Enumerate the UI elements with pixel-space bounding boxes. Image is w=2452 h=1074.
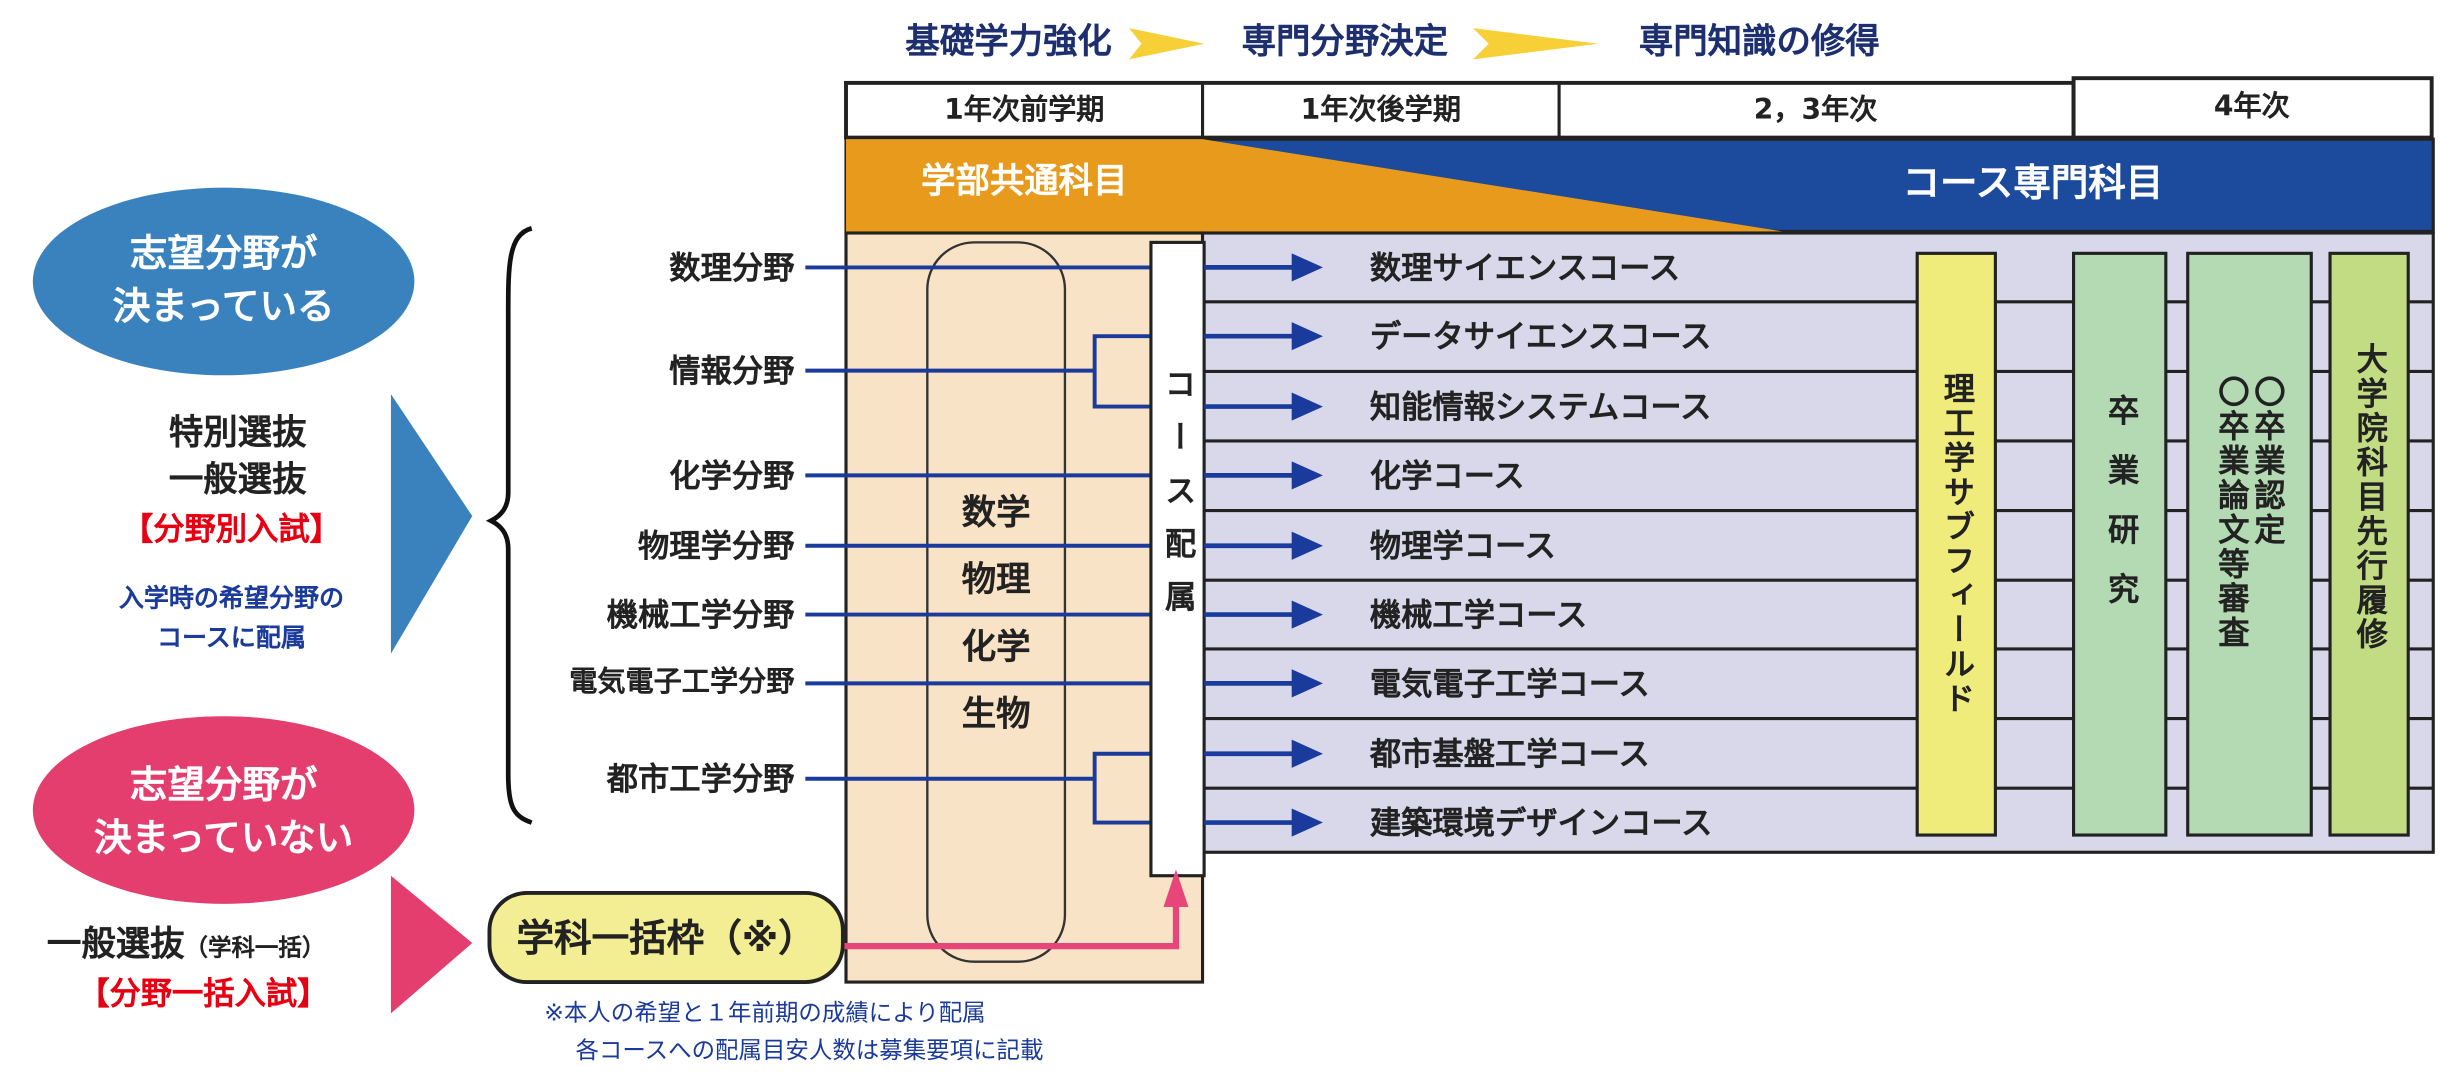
decided-ellipse	[32, 187, 415, 376]
course-label: 機械工学コース	[1369, 595, 1588, 634]
field-lines	[805, 265, 1151, 825]
undecided-triangle	[390, 875, 473, 1014]
general-bulk-label: 一般選抜	[46, 925, 185, 965]
common-area	[844, 231, 1205, 984]
arrow-head	[1291, 461, 1323, 490]
field-label: 化学分野	[669, 456, 795, 495]
banner-common	[846, 139, 1783, 232]
banner-specialized-label: コース専門科目	[1902, 161, 2164, 205]
field-label: 機械工学分野	[606, 595, 795, 634]
general-bulk-exam: 一般選抜（学科一括）	[46, 925, 326, 965]
bulk-arrow-head	[1163, 869, 1189, 907]
course-arrows	[1204, 253, 1323, 837]
general-exam: 一般選抜	[168, 461, 307, 501]
field-branch	[1092, 751, 1151, 825]
assignment-label: コース配属	[1159, 367, 1198, 634]
stage-arrow-1	[1129, 28, 1205, 60]
field-label: 物理学分野	[638, 526, 795, 565]
decided-text: 志望分野が	[129, 231, 318, 276]
course-label: データサイエンスコース	[1369, 317, 1712, 355]
period-label: 1年次前学期	[944, 93, 1105, 127]
decided-text: 決まっている	[112, 284, 335, 329]
special-exam: 特別選抜	[168, 414, 307, 454]
arrow-head	[1291, 253, 1323, 282]
field-branch	[1092, 334, 1151, 409]
basic-subject: 化学	[961, 628, 1031, 668]
stage-label: 専門分野決定	[1241, 23, 1449, 63]
period-label: 2，3年次	[1753, 93, 1878, 127]
by-field-exam: 【分野別入試】	[121, 509, 341, 548]
stage-label: 基礎学力強化	[905, 23, 1112, 63]
research-label: 卒業研究	[2102, 394, 2141, 632]
assignment-box	[1149, 240, 1206, 878]
arrow-head	[1291, 531, 1323, 560]
field-label: 都市工学分野	[606, 759, 795, 798]
undecided-text: 志望分野が	[129, 763, 318, 807]
certification-column	[2186, 251, 2313, 837]
assign-note: 入学時の希望分野の	[118, 583, 345, 614]
basic-subject: 数学	[961, 494, 1031, 534]
arrow-head	[1291, 808, 1323, 837]
basic-subjects-pill	[926, 241, 1067, 963]
assign-note: コースに配属	[157, 622, 306, 653]
banner-common-label: 学部共通科目	[921, 162, 1128, 202]
footnote: 各コースへの配属目安人数は募集要項に記載	[575, 1036, 1044, 1065]
certification-text: 〇卒業認定	[2248, 375, 2287, 548]
stage-arrow-2	[1473, 28, 1599, 60]
bulk-exam: 【分野一括入試】	[78, 974, 329, 1012]
course-label: 数理サイエンスコース	[1369, 248, 1681, 287]
course-label: 化学コース	[1369, 456, 1525, 495]
graduate-label: 大学院科目先行履修	[2351, 342, 2389, 653]
field-brace	[485, 226, 533, 825]
undecided-ellipse	[32, 716, 415, 904]
arrow-head	[1291, 739, 1323, 768]
graduate-column	[2328, 251, 2410, 837]
field-label: 数理分野	[669, 248, 795, 287]
arrow-head	[1291, 669, 1323, 698]
subfield-label: 理工学サブフィールド	[1938, 372, 1976, 717]
general-bulk-sub: （学科一括）	[184, 933, 326, 962]
period-label: 4年次	[2213, 90, 2290, 124]
stage-label: 専門知識の修得	[1638, 23, 1880, 63]
field-label: 情報分野	[669, 351, 795, 390]
decided-triangle	[390, 394, 473, 654]
arrow-head	[1291, 392, 1323, 421]
course-label: 物理学コース	[1369, 526, 1556, 565]
thesis-review-text: 〇卒業論文等審査	[2212, 375, 2251, 651]
course-label: 電気電子工学コース	[1369, 664, 1650, 703]
footnote: ※本人の希望と１年前期の成績により配属	[544, 998, 986, 1027]
arrow-head	[1291, 600, 1323, 629]
course-label: 建築環境デザインコース	[1369, 803, 1713, 842]
basic-subject: 生物	[961, 695, 1031, 735]
course-label: 都市基盤工学コース	[1369, 734, 1650, 773]
undecided-text: 決まっていない	[93, 816, 354, 861]
course-label: 知能情報システムコース	[1369, 387, 1712, 426]
basic-subject: 物理	[961, 561, 1031, 601]
bulk-arrow-line	[844, 894, 1180, 950]
arrow-head	[1291, 322, 1323, 351]
subfield-column	[1915, 251, 1997, 837]
certification-label: 〇卒業認定 〇卒業論文等審査	[2212, 375, 2287, 651]
field-label: 電気電子工学分野	[569, 666, 795, 700]
period-label: 1年次後学期	[1300, 93, 1461, 127]
bulk-box-label: 学科一括枠（※）	[516, 916, 816, 961]
bulk-box	[487, 890, 845, 985]
research-column	[2072, 251, 2168, 837]
